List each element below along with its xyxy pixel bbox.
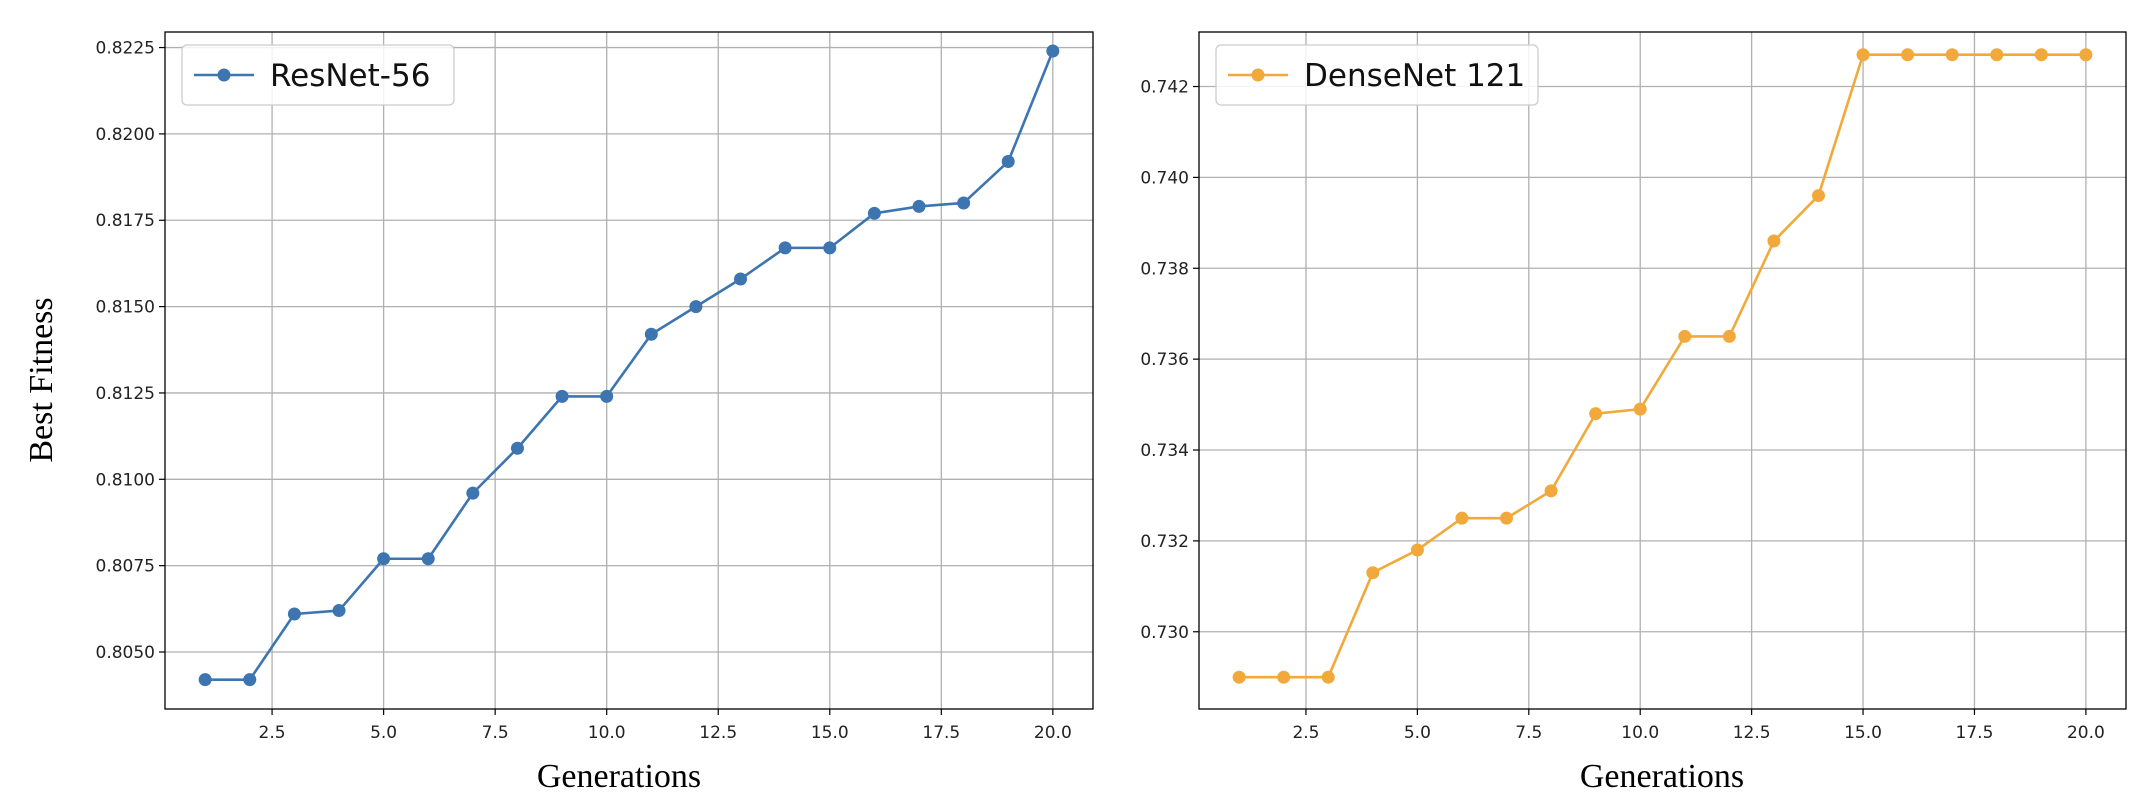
data-point [243,673,257,687]
y-tick-label: 0.732 [1140,532,1189,552]
legend-marker [217,68,231,82]
y-tick-label: 0.8150 [96,298,155,318]
data-point [1321,670,1335,684]
x-tick-label: 15.0 [1844,723,1882,743]
x-tick-label: 7.5 [482,723,509,743]
data-point [689,300,703,314]
data-point [332,604,346,618]
x-tick-label: 12.5 [699,723,737,743]
legend-box [1215,44,1539,106]
x-tick-label: 2.5 [259,723,286,743]
y-tick-label: 0.8100 [96,470,155,490]
data-point [734,272,748,286]
y-tick-label: 0.8125 [96,384,155,404]
x-tick-label: 17.5 [1956,723,1994,743]
x-axis-title: Generations [1580,758,1744,795]
data-point [1633,402,1647,416]
x-tick-label: 15.0 [811,723,849,743]
y-tick-label: 0.742 [1140,78,1189,98]
legend: ResNet-56 [181,44,455,106]
data-point [1678,329,1692,343]
data-point [2034,48,2048,62]
legend-label: ResNet-56 [270,58,430,94]
y-tick-label: 0.734 [1140,441,1189,461]
x-tick-label: 7.5 [1515,723,1542,743]
y-tick-label: 0.736 [1140,350,1189,370]
data-point [957,196,971,210]
data-point [1232,670,1246,684]
data-point [1544,484,1558,498]
legend-box [181,44,455,106]
data-point [1767,234,1781,248]
data-point [510,441,524,455]
plot-frame [164,31,1094,710]
data-point [1366,566,1380,580]
x-tick-label: 5.0 [1404,723,1431,743]
data-point [421,552,435,566]
x-tick-label: 2.5 [1292,723,1319,743]
data-point [600,389,614,403]
grid [1193,32,2126,715]
x-tick-label: 20.0 [2067,723,2105,743]
plot-frame [1198,31,2127,710]
data-point [823,241,837,255]
y-tick-label: 0.740 [1140,168,1189,188]
data-point [377,552,391,566]
data-point [1410,543,1424,557]
x-tick-label: 10.0 [588,723,626,743]
data-point [912,199,926,213]
data-point [1455,511,1469,525]
x-tick-label: 5.0 [370,723,397,743]
y-axis-title: Best Fitness [23,297,60,462]
data-point [1811,189,1825,203]
data-point [1001,155,1015,169]
data-point [1589,407,1603,421]
y-tick-label: 0.8175 [96,211,155,231]
data-point [1277,670,1291,684]
data-point [555,389,569,403]
data-point [778,241,792,255]
chart-panel-resnet: Best Fitness Generations 2.5 5.0 7.5 10.0 12… [23,31,1094,795]
y-tick-label: 0.8225 [96,39,155,59]
legend-label: DenseNet 121 [1304,58,1525,94]
x-tick-label: 17.5 [922,723,960,743]
data-point [644,327,658,341]
y-tick-label: 0.8200 [96,125,155,145]
x-tick-label: 12.5 [1733,723,1771,743]
chart-panel-densenet: Generations 2.5 5.0 7.5 10.0 12.5 15.0 17.5 20.… [1140,31,2127,795]
data-point [287,607,301,621]
data-point [1945,48,1959,62]
x-tick-label: 10.0 [1621,723,1659,743]
y-tick-label: 0.8050 [96,643,155,663]
data-point [466,486,480,500]
y-tick-label: 0.730 [1140,623,1189,643]
data-point [1722,329,1736,343]
y-tick-label: 0.8075 [96,557,155,577]
series-line-resnet [205,50,1055,681]
x-tick-label: 20.0 [1034,723,1072,743]
x-axis-title: Generations [537,758,701,795]
data-point [1901,48,1915,62]
data-point [1856,48,1870,62]
legend: DenseNet 121 [1215,44,1539,106]
series-line-densenet [1239,53,2086,679]
data-point [867,206,881,220]
y-tick-label: 0.738 [1140,259,1189,279]
data-point [1990,48,2004,62]
data-point [1500,511,1514,525]
data-point [198,673,212,687]
data-point [2079,48,2093,62]
legend-marker [1251,68,1265,82]
data-point [1046,44,1060,58]
